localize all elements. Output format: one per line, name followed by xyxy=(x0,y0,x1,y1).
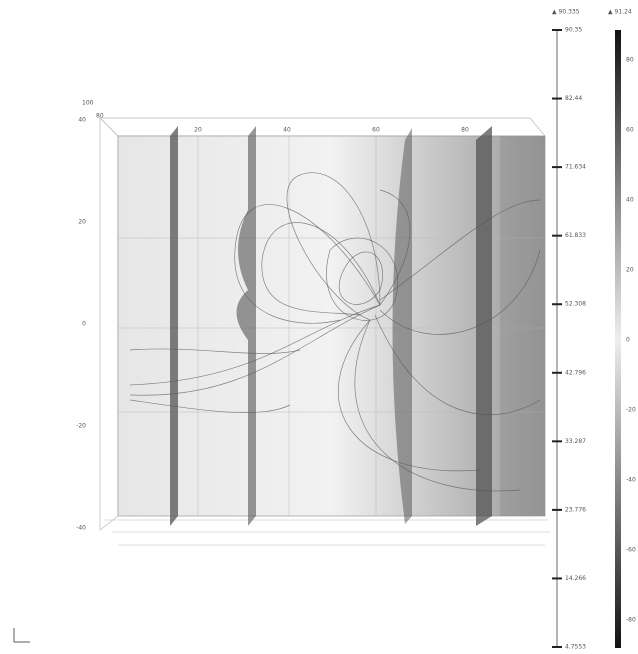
axis-label: 40 xyxy=(78,117,86,124)
tick-label: 82.44 xyxy=(565,95,582,102)
tick-label: 60 xyxy=(626,127,634,134)
axis-label: 40 xyxy=(283,127,291,134)
axis-label: 20 xyxy=(78,219,86,226)
axis-label: 20 xyxy=(194,127,202,134)
tick-label: 71.634 xyxy=(565,164,586,171)
colorbar-left-header: ▲ 90.335 xyxy=(552,9,580,16)
axis-triad xyxy=(14,628,30,642)
viewport: ▲ 90.335 ▲ 91.24 90.35 82.44 71.634 61.833 5… xyxy=(0,0,638,654)
tick-label: 23.776 xyxy=(565,506,586,513)
page: {"box_axes": {"corner": ["100", "80"], "… xyxy=(0,0,638,654)
axis-label: 0 xyxy=(82,321,86,328)
tick-label: -20 xyxy=(626,407,636,414)
axis-label: 80 xyxy=(461,127,469,134)
axis-label: 100 xyxy=(82,100,94,107)
tick-label: 52.308 xyxy=(565,301,586,308)
tick-label: -60 xyxy=(626,547,636,554)
axis-label: -40 xyxy=(76,525,86,532)
tick-label: 4.7553 xyxy=(565,644,586,651)
axis-label: -20 xyxy=(76,423,86,430)
colorbar-right xyxy=(615,30,621,648)
tick-label: 61.833 xyxy=(565,232,586,239)
tick-label: -40 xyxy=(626,477,636,484)
tick-label: 90.35 xyxy=(565,27,582,34)
axis-label: 60 xyxy=(372,127,380,134)
tick-label: 33.287 xyxy=(565,438,586,445)
colorbar-right-header: ▲ 91.24 xyxy=(608,9,632,16)
tick-label: 42.796 xyxy=(565,369,586,376)
tick-label: 14.266 xyxy=(565,575,586,582)
tick-label: 20 xyxy=(626,267,634,274)
axis-label: 80 xyxy=(96,113,104,120)
tick-label: 0 xyxy=(626,337,630,344)
tick-label: -80 xyxy=(626,617,636,624)
tick-label: 40 xyxy=(626,197,634,204)
tick-label: 80 xyxy=(626,57,634,64)
